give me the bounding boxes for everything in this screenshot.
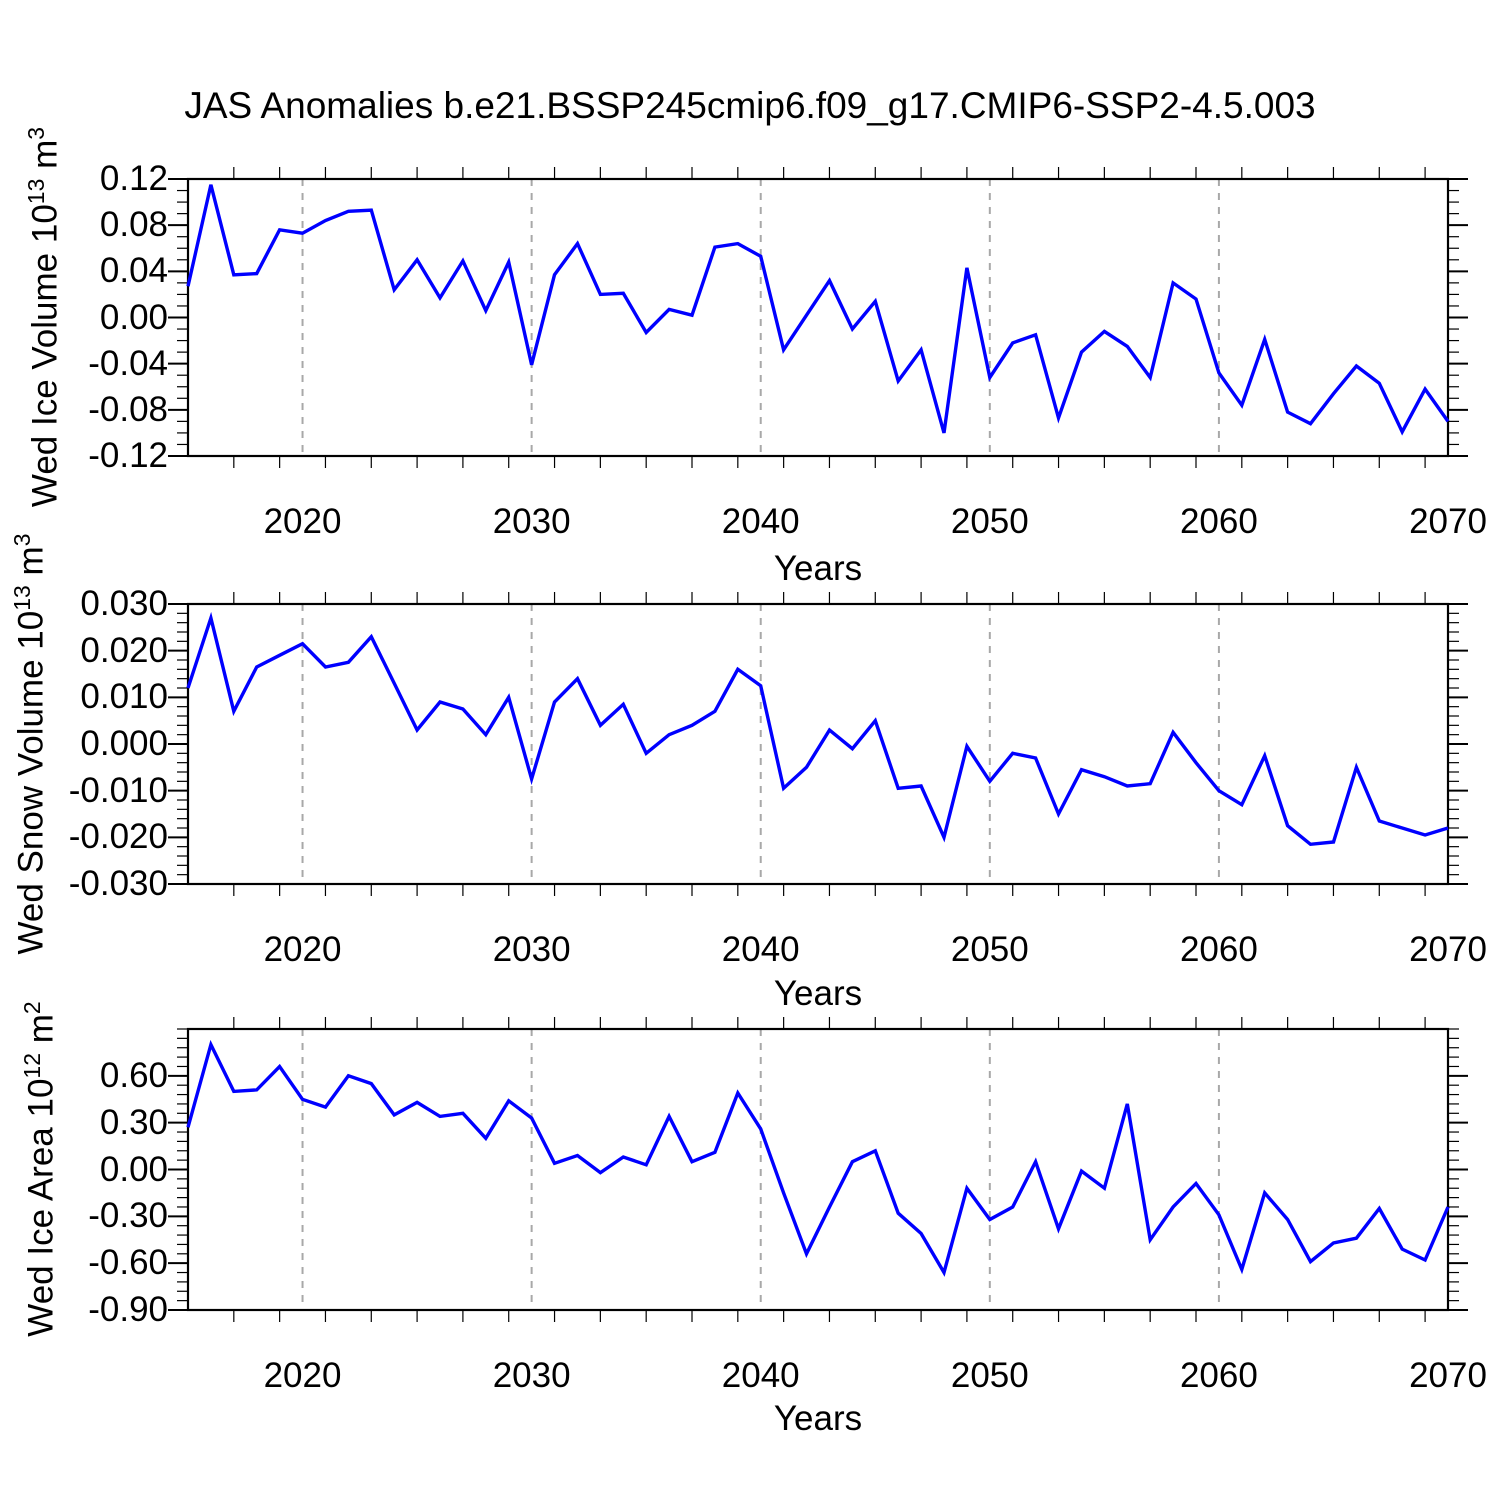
- y-axis-title-unit-exponent: 3: [9, 533, 35, 547]
- y-tick-label: 0.30: [99, 1102, 168, 1142]
- y-tick-label: 0.020: [80, 630, 168, 670]
- y-tick-label: 0.030: [80, 584, 168, 623]
- x-tick-label: 2040: [721, 502, 800, 541]
- x-tick-label: 2030: [492, 1356, 571, 1395]
- x-tick-label: 2020: [263, 930, 342, 969]
- x-tick-label: 2050: [950, 502, 1029, 541]
- y-tick-label: 0.04: [99, 251, 168, 291]
- y-axis-title-unit: m: [21, 1014, 61, 1053]
- y-tick-label: -0.04: [88, 343, 168, 383]
- x-tick-label: 2070: [1409, 502, 1487, 541]
- x-tick-label: 2060: [1179, 1356, 1258, 1395]
- x-axis-title-years-3: Years: [773, 1399, 863, 1438]
- y-tick-label: -0.010: [68, 770, 168, 810]
- y-axis-title-unit: m: [11, 546, 51, 586]
- x-tick-label: 2060: [1179, 930, 1258, 969]
- y-tick-label: 0.000: [80, 724, 168, 763]
- y-tick-label: -0.030: [68, 864, 168, 903]
- y-tick-label: 0.010: [80, 677, 168, 717]
- plot-frame: [186, 1027, 1450, 1312]
- y-axis-title-unit-exponent: 3: [23, 126, 49, 140]
- x-tick-label: 2030: [492, 502, 571, 541]
- wed-ice-area-series-line: [186, 1039, 1450, 1277]
- y-tick-label: -0.12: [88, 436, 168, 475]
- x-tick-label: 2020: [263, 502, 342, 541]
- wed-snow-volume-series-line: [186, 611, 1449, 847]
- y-tick-label: 0.60: [99, 1055, 168, 1095]
- y-tick-label: 0.08: [99, 205, 168, 245]
- x-tick-label: 2020: [263, 1356, 342, 1395]
- x-axis-title-years-2: Years: [773, 974, 863, 1013]
- x-tick-label: 2070: [1409, 1356, 1487, 1395]
- x-tick-label: 2060: [1179, 502, 1258, 541]
- y-tick-label: -0.30: [88, 1196, 168, 1236]
- y-axis-title-unit-exponent: 2: [19, 1001, 45, 1015]
- y-tick-label: 0.00: [99, 297, 168, 337]
- y-tick-label: 0.12: [99, 159, 168, 198]
- x-tick-label: 2030: [492, 930, 571, 969]
- y-tick-label: -0.60: [88, 1243, 168, 1283]
- y-tick-label: -0.020: [68, 817, 168, 857]
- wed-ice-volume-series-line: [186, 184, 1450, 436]
- figure-title: JAS Anomalies b.e21.BSSP245cmip6.f09_g17…: [184, 85, 1316, 126]
- x-tick-label: 2070: [1409, 930, 1487, 969]
- x-tick-label: 2040: [721, 930, 800, 969]
- plot-frame: [186, 177, 1450, 458]
- y-tick-label: -0.08: [88, 389, 168, 429]
- y-tick-label: 0.00: [99, 1149, 168, 1189]
- x-tick-label: 2050: [950, 930, 1029, 969]
- y-tick-label: -0.90: [88, 1290, 168, 1329]
- x-tick-label: 2040: [721, 1356, 800, 1395]
- x-tick-label: 2050: [950, 1356, 1029, 1395]
- x-axis-title-years-1: Years: [773, 549, 863, 588]
